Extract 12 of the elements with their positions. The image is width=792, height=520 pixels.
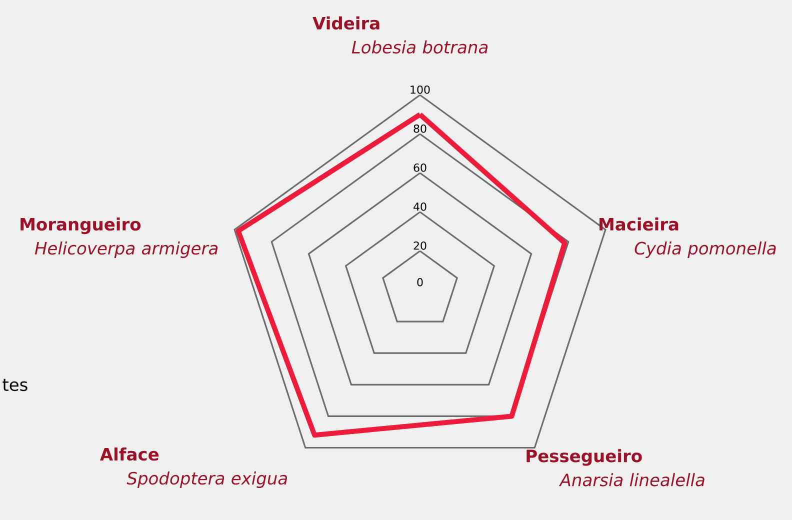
- y-tick-label: 80: [414, 124, 426, 133]
- y-tick-label: 40: [414, 202, 426, 211]
- spoke-label: Macieira Cydia pomonella: [600, 218, 776, 258]
- y-tick-label: 0: [417, 278, 423, 286]
- spoke-label: Morangueiro Helicoverpa armigera: [20, 218, 218, 258]
- spoke-label: Pessegueiro Anarsia linealella: [526, 449, 704, 486]
- y-tick-label: 60: [414, 163, 426, 172]
- y-tick-label: 20: [414, 241, 426, 250]
- text: tes: [2, 378, 28, 392]
- spoke-label: Videira Lobesia botrana: [312, 16, 488, 54]
- y-tick-label: 100: [410, 85, 430, 94]
- spoke-label: Alface Spodoptera exigua: [100, 448, 287, 488]
